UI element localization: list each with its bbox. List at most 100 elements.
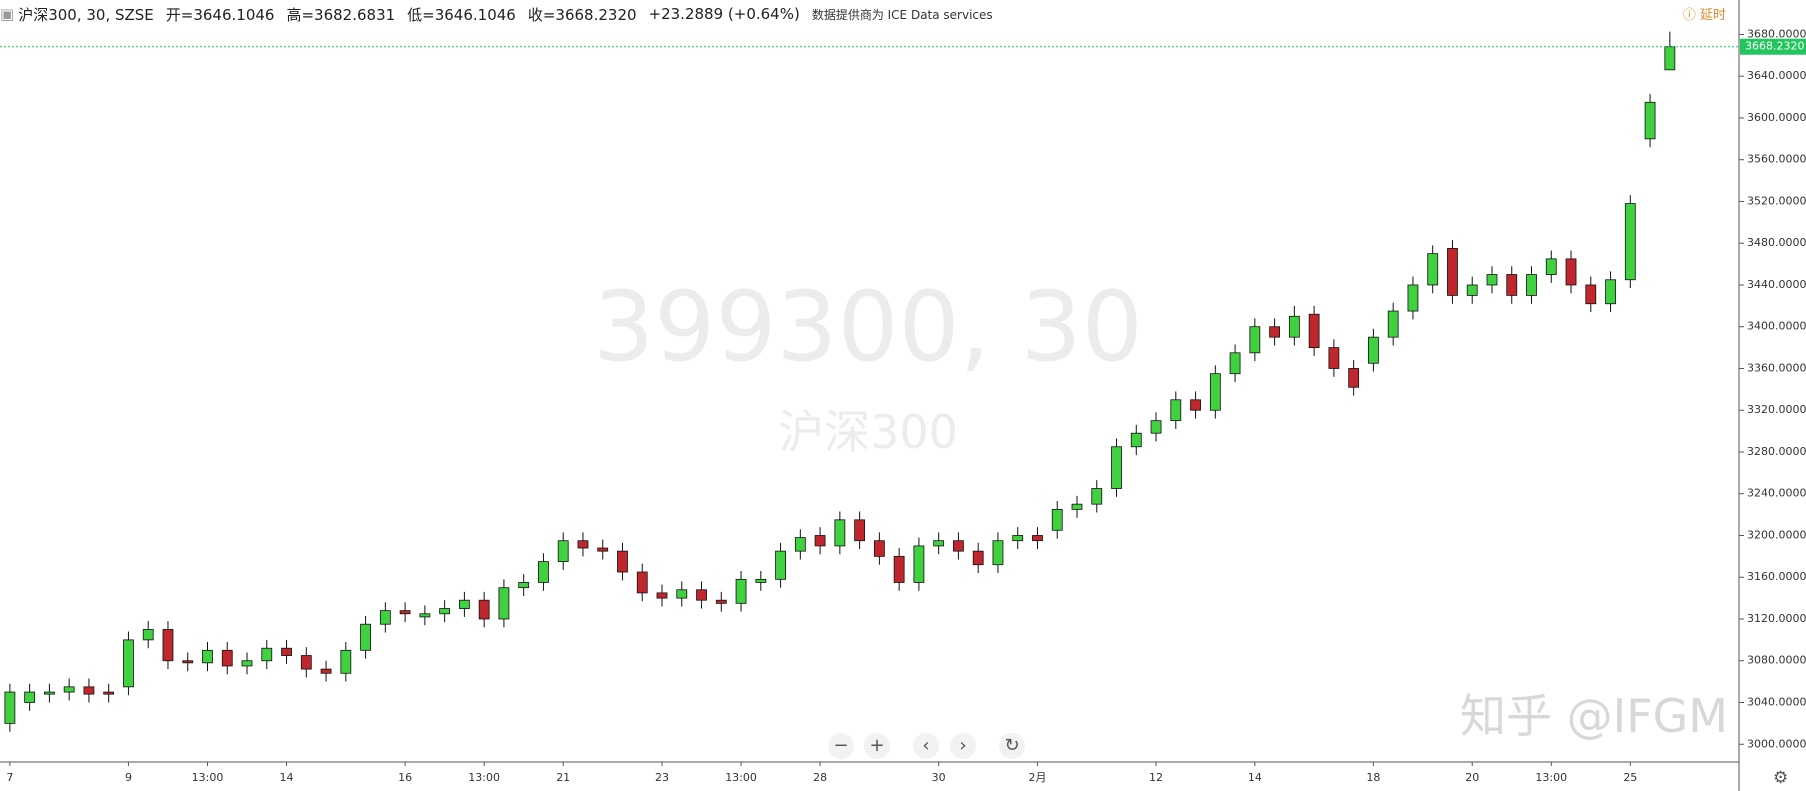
candle-body [972, 550, 984, 566]
candle-body [1288, 315, 1300, 338]
candle-body [557, 540, 569, 562]
scroll-right-button[interactable]: › [950, 733, 976, 759]
candle-body [1644, 101, 1656, 140]
candle-body [1190, 399, 1201, 411]
y-tick-label: 3520.0000 [1747, 194, 1806, 207]
candle-body [735, 578, 747, 604]
delay-text: 延时 [1699, 8, 1726, 23]
candle-body [1209, 373, 1221, 411]
y-tick-label: 3040.0000 [1747, 696, 1806, 709]
candle-body [676, 589, 688, 599]
zoom-out-button[interactable]: − [828, 733, 854, 759]
candle-body [775, 550, 786, 580]
candle-body [1170, 399, 1182, 422]
candle-body [953, 540, 964, 552]
candle-body [320, 668, 332, 674]
x-tick-label: 14 [280, 771, 294, 784]
candle-body [1249, 326, 1261, 354]
candle-body [83, 686, 95, 695]
candle-body [1130, 432, 1142, 448]
x-tick-label: 9 [125, 771, 132, 784]
x-tick-label: 13:00 [468, 771, 500, 784]
close-value: 收=3668.2320 [527, 5, 637, 24]
candle-body [221, 649, 233, 667]
y-tick-label: 3280.0000 [1747, 445, 1806, 458]
x-tick-label: 20 [1465, 771, 1479, 784]
candle-body [617, 550, 628, 573]
candle-body [123, 639, 134, 688]
candle-body [1229, 352, 1241, 375]
candle-body [241, 660, 253, 667]
candle-body [1051, 508, 1063, 531]
candle-body [103, 691, 115, 695]
candle-body [1269, 326, 1281, 338]
candle-body [933, 540, 945, 547]
y-tick-label: 3480.0000 [1747, 236, 1806, 249]
candle-body [498, 587, 510, 620]
candle-body [458, 599, 470, 609]
candle-body [1012, 535, 1024, 542]
candle-body [340, 649, 352, 674]
x-tick-label: 21 [556, 771, 570, 784]
last-price-label: 3668.2320 [1745, 40, 1805, 53]
candle-body [261, 647, 273, 662]
candle-body [794, 537, 806, 552]
x-tick-label: 13:00 [725, 771, 757, 784]
open-value: 开=3646.1046 [165, 5, 275, 24]
y-tick-label: 3200.0000 [1747, 528, 1806, 541]
x-tick-label: 13:00 [192, 771, 224, 784]
low-value: 低=3646.1046 [407, 5, 516, 24]
change-value: +23.2889 (+0.64%) [648, 5, 800, 23]
x-tick-label: 13:00 [1535, 771, 1567, 784]
x-tick-label: 23 [655, 771, 669, 784]
candle-body [1328, 347, 1340, 369]
candle-body [1506, 274, 1518, 296]
y-tick-label: 3600.0000 [1747, 111, 1806, 124]
candle-body [360, 623, 371, 651]
candle-body [1605, 279, 1616, 305]
candle-body [1526, 274, 1537, 296]
candle-body [1348, 368, 1360, 388]
candle-body [873, 540, 885, 557]
candle-body [300, 655, 312, 670]
symbol[interactable]: 沪深300, 30, SZSE [18, 5, 154, 24]
x-tick-label: 7 [6, 771, 13, 784]
y-tick-label: 3320.0000 [1747, 403, 1806, 416]
data-provider: 数据提供商为 ICE Data services [811, 7, 993, 22]
candle-body [913, 545, 925, 583]
candle-body [1368, 336, 1379, 364]
candle-body [518, 582, 530, 589]
zoom-in-button[interactable]: + [864, 733, 890, 759]
delay-badge[interactable]: ⓘ 延时 [1682, 8, 1726, 23]
x-tick-label: 14 [1248, 771, 1262, 784]
candle-body [1565, 258, 1577, 286]
candle-body [1486, 274, 1498, 286]
y-tick-label: 3640.0000 [1747, 69, 1806, 82]
candle-body [419, 613, 431, 618]
x-tick-label: 28 [813, 771, 827, 784]
candle-body [439, 608, 451, 615]
candle-body [182, 660, 194, 664]
candle-body [814, 535, 826, 547]
candle-body [834, 519, 846, 547]
x-tick-label: 30 [932, 771, 946, 784]
candle-body [162, 629, 174, 662]
y-tick-label: 3160.0000 [1747, 570, 1806, 583]
candle-body [63, 686, 75, 693]
candle-body [44, 691, 55, 695]
reset-button[interactable]: ↻ [999, 733, 1025, 759]
settings-button[interactable]: ⚙ [1773, 768, 1789, 788]
scroll-left-button[interactable]: ‹ [913, 733, 939, 759]
candle-body [1447, 248, 1458, 296]
candle-body [1466, 284, 1478, 296]
candle-body [399, 610, 411, 615]
candle-body [715, 599, 727, 604]
candle-body [854, 519, 866, 542]
candle-body [992, 540, 1004, 566]
y-tick-label: 3400.0000 [1747, 320, 1806, 333]
candle-body [281, 647, 292, 656]
x-tick-label: 12 [1149, 771, 1163, 784]
watermark-symbol: 399300, 30 [593, 271, 1143, 383]
